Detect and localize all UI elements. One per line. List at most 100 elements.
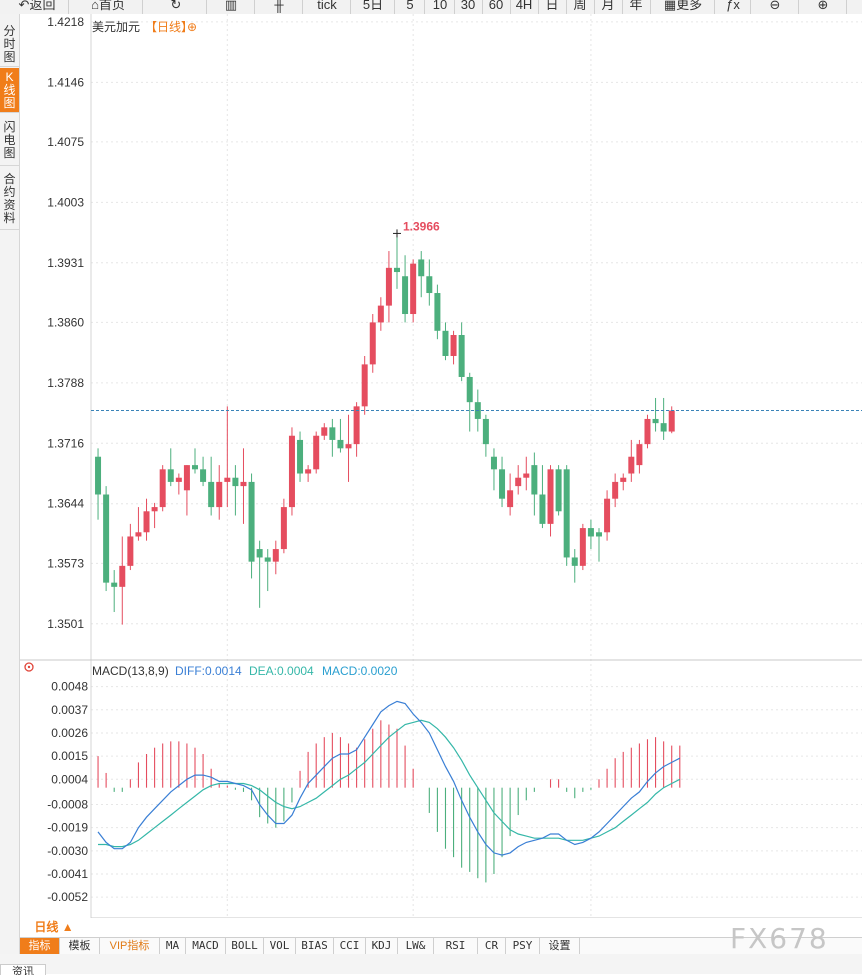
top-toolbar: ↶返回 ⌂首页 ↻ ▥ ╫ tick 5日 5 10 30 60 4H 日 周 … xyxy=(0,0,862,15)
candle-body xyxy=(119,565,126,587)
candle-body xyxy=(620,477,627,482)
candle-body xyxy=(604,498,611,533)
macd-y-tick-label: -0.0008 xyxy=(47,798,88,812)
candle-body xyxy=(377,305,384,323)
period-10min-button[interactable]: 10 xyxy=(426,0,455,14)
macd-title: MACD(13,8,9) xyxy=(92,664,169,678)
candle-body xyxy=(200,469,207,482)
candle-body xyxy=(418,259,425,277)
tab-template[interactable]: 模板 xyxy=(60,938,100,954)
tab-macd[interactable]: MACD xyxy=(186,938,226,954)
add-indicator-icon[interactable]: ⊕ xyxy=(187,20,197,34)
zoom-out-button[interactable]: ⊖ xyxy=(752,0,799,14)
refresh-button[interactable]: ↻ xyxy=(146,0,207,14)
tick-button[interactable]: tick xyxy=(304,0,351,14)
candle-body xyxy=(103,494,110,583)
macd-y-tick-label: 0.0004 xyxy=(51,772,88,786)
side-tab-kline[interactable]: K线图 xyxy=(0,68,19,113)
period-selector[interactable]: 日线 ▲ xyxy=(34,920,74,934)
y-tick-label: 1.3860 xyxy=(47,315,84,329)
period-5day-button[interactable]: 5日 xyxy=(352,0,395,14)
candlestick-series xyxy=(95,233,675,625)
candle-body xyxy=(426,276,433,294)
candle-body xyxy=(135,532,142,537)
more-button[interactable]: ▦更多 xyxy=(652,0,715,14)
tab-cci[interactable]: CCI xyxy=(334,938,366,954)
period-4h-button[interactable]: 4H xyxy=(510,0,539,14)
period-week-button[interactable]: 周 xyxy=(566,0,595,14)
tab-indicator[interactable]: 指标 xyxy=(20,938,60,954)
candle-body xyxy=(402,276,409,315)
candle-body xyxy=(159,469,166,508)
candle-body xyxy=(490,456,497,470)
tab-boll[interactable]: BOLL xyxy=(226,938,264,954)
candle-body xyxy=(143,511,150,533)
target-icon[interactable] xyxy=(24,662,34,672)
period-year-button[interactable]: 年 xyxy=(622,0,651,14)
news-tab[interactable]: 资讯 xyxy=(0,964,46,975)
period-60min-button[interactable]: 60 xyxy=(482,0,511,14)
tab-kdj[interactable]: KDJ xyxy=(366,938,398,954)
candle-body xyxy=(329,427,336,440)
tab-ma[interactable]: MA xyxy=(160,938,186,954)
bar-chart-button[interactable]: ▥ xyxy=(208,0,255,14)
chart-canvas[interactable]: 1.4218 1.4146 1.4075 1.4003 1.3931 1.3860 1.37… xyxy=(20,14,862,918)
candle-body xyxy=(515,477,522,487)
period-day-button[interactable]: 日 xyxy=(538,0,567,14)
candle-body xyxy=(353,406,360,445)
tick-label: tick xyxy=(317,0,337,12)
macd-diff-value: DIFF:0.0014 xyxy=(175,664,242,678)
candle-body xyxy=(499,469,506,499)
tab-cr[interactable]: CR xyxy=(478,938,506,954)
tab-vol[interactable]: VOL xyxy=(264,938,296,954)
candle-body xyxy=(256,549,263,558)
candle-style-button[interactable]: ╫ xyxy=(256,0,303,14)
chart-area[interactable]: 1.4218 1.4146 1.4075 1.4003 1.3931 1.3860 1.37… xyxy=(20,14,862,930)
grid-icon: ▦ xyxy=(663,0,677,12)
tab-rsi[interactable]: RSI xyxy=(434,938,478,954)
period-30min-button[interactable]: 30 xyxy=(454,0,483,14)
side-tab-timeshare[interactable]: 分时图 xyxy=(0,22,19,67)
candle-body xyxy=(216,481,223,508)
function-button[interactable]: ƒx xyxy=(716,0,751,14)
candle-body xyxy=(183,465,190,491)
candle-body xyxy=(240,481,247,487)
period-month-button[interactable]: 月 xyxy=(594,0,623,14)
side-tab-flash[interactable]: 闪电图 xyxy=(0,118,19,166)
more-label: 更多 xyxy=(676,0,703,12)
candle-body xyxy=(167,469,174,482)
candle-body xyxy=(482,418,489,445)
tab-psy[interactable]: PSY xyxy=(506,938,540,954)
tab-bias[interactable]: BIAS xyxy=(296,938,334,954)
macd-histogram xyxy=(97,720,681,883)
side-tab-bar: 分时图 K线图 闪电图 合约资料 xyxy=(0,14,20,974)
status-bar: 资讯 xyxy=(0,954,862,975)
macd-y-tick-label: 0.0037 xyxy=(51,703,88,717)
back-button[interactable]: ↶返回 xyxy=(6,0,69,14)
candle-body xyxy=(297,439,304,474)
home-label: 首页 xyxy=(98,0,125,12)
candle-body xyxy=(547,469,554,524)
diff-line xyxy=(97,700,681,856)
side-tab-contract-info[interactable]: 合约资料 xyxy=(0,170,19,230)
candle-body xyxy=(248,481,255,562)
candle-body xyxy=(95,456,102,495)
macd-y-tick-label: 0.0048 xyxy=(51,680,88,694)
period-label: 10 xyxy=(432,0,448,12)
candle-body xyxy=(127,536,134,566)
tab-vip-indicator[interactable]: VIP指标 xyxy=(100,938,160,954)
period-title: 【日线】 xyxy=(145,20,193,34)
home-button[interactable]: ⌂首页 xyxy=(74,0,143,14)
candle-body xyxy=(394,267,400,273)
period-label: 周 xyxy=(573,0,587,12)
tab-settings[interactable]: 设置 xyxy=(540,938,580,954)
candle-body xyxy=(587,528,594,537)
period-5min-button[interactable]: 5 xyxy=(396,0,425,14)
candle-body xyxy=(442,330,449,356)
zoom-in-button[interactable]: ⊕ xyxy=(800,0,847,14)
watermark-logo: FX678 xyxy=(730,922,829,955)
zoom-out-icon: ⊖ xyxy=(769,0,781,12)
tab-lw[interactable]: LW& xyxy=(398,938,434,954)
home-icon: ⌂ xyxy=(91,0,99,12)
candle-body xyxy=(523,473,530,478)
